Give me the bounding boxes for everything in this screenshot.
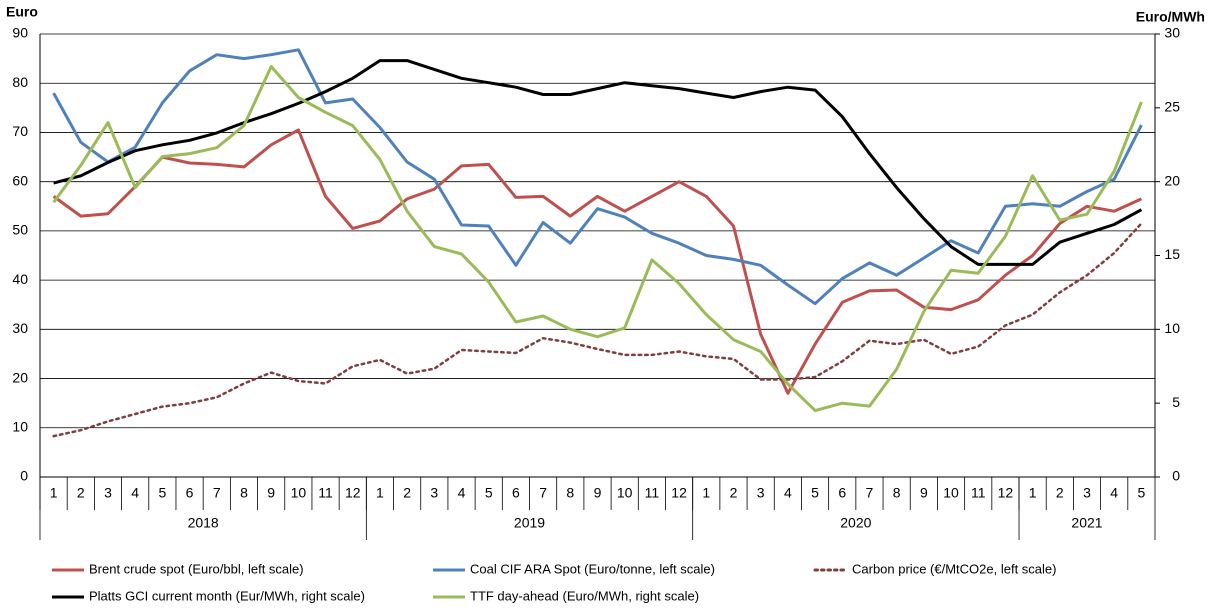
- y2-tick-label: 10: [1164, 320, 1180, 336]
- x-tick-label: 9: [594, 485, 602, 501]
- x-tick-label: 1: [702, 485, 710, 501]
- x-group-label: 2021: [1071, 515, 1102, 531]
- y2-tick-label: 15: [1164, 246, 1180, 262]
- y2-tick-label: 5: [1172, 394, 1180, 410]
- x-tick-label: 5: [485, 485, 493, 501]
- x-tick-label: 1: [1029, 485, 1037, 501]
- x-tick-label: 6: [186, 485, 194, 501]
- x-tick-label: 5: [1138, 485, 1146, 501]
- legend-label: TTF day-ahead (Euro/MWh, right scale): [470, 588, 699, 603]
- y-tick-label: 30: [12, 320, 28, 336]
- x-tick-label: 5: [811, 485, 819, 501]
- series-line: [52, 128, 1143, 395]
- legend-label: Platts GCI current month (Eur/MWh, right…: [89, 588, 365, 603]
- y-tick-label: 80: [12, 74, 28, 90]
- x-tick-label: 1: [376, 485, 384, 501]
- x-tick-label: 4: [1110, 485, 1118, 501]
- legend-label: Carbon price (€/MtCO2e, left scale): [852, 561, 1056, 576]
- x-tick-label: 11: [318, 485, 333, 501]
- x-tick-label: 5: [158, 485, 166, 501]
- y-axis-label: Euro: [6, 4, 38, 20]
- legend-label: Brent crude spot (Euro/bbl, left scale): [89, 561, 304, 576]
- y-tick-label: 70: [12, 123, 28, 139]
- x-tick-label: 8: [240, 485, 248, 501]
- x-group-label: 2019: [514, 515, 545, 531]
- x-tick-label: 4: [458, 485, 466, 501]
- x-tick-label: 7: [539, 485, 547, 501]
- x-tick-label: 10: [291, 485, 307, 501]
- series-line: [52, 48, 1143, 306]
- x-tick-label: 2: [77, 485, 85, 501]
- series-line: [52, 65, 1143, 413]
- x-tick-label: 7: [213, 485, 221, 501]
- y-tick-label: 40: [12, 271, 28, 287]
- x-tick-label: 10: [617, 485, 633, 501]
- x-group-label: 2020: [840, 515, 871, 531]
- x-tick-label: 12: [998, 485, 1014, 501]
- y2-tick-label: 25: [1164, 99, 1180, 115]
- y-tick-label: 20: [12, 369, 28, 385]
- y-tick-label: 60: [12, 172, 28, 188]
- y-tick-label: 10: [12, 418, 28, 434]
- x-tick-label: 6: [512, 485, 520, 501]
- x-tick-label: 11: [645, 485, 660, 501]
- x-tick-label: 3: [1083, 485, 1091, 501]
- x-tick-label: 9: [920, 485, 928, 501]
- y-tick-label: 90: [12, 25, 28, 41]
- x-tick-label: 9: [267, 485, 275, 501]
- series-line: [53, 59, 1143, 266]
- x-tick-label: 6: [838, 485, 846, 501]
- x-tick-label: 8: [893, 485, 901, 501]
- series-line: [52, 222, 1143, 438]
- x-tick-label: 7: [866, 485, 874, 501]
- x-tick-label: 4: [784, 485, 792, 501]
- y2-axis-label: Euro/MWh: [1136, 9, 1205, 25]
- x-tick-label: 3: [104, 485, 112, 501]
- y2-tick-label: 0: [1172, 468, 1180, 484]
- x-tick-label: 2: [1056, 485, 1064, 501]
- x-tick-label: 1: [50, 485, 58, 501]
- x-tick-label: 8: [566, 485, 574, 501]
- y2-tick-label: 20: [1164, 172, 1180, 188]
- x-tick-label: 2: [730, 485, 738, 501]
- x-tick-label: 3: [430, 485, 438, 501]
- y-tick-label: 50: [12, 222, 28, 238]
- x-tick-label: 3: [757, 485, 765, 501]
- y2-tick-label: 30: [1164, 25, 1180, 41]
- x-tick-label: 12: [345, 485, 361, 501]
- y-tick-label: 0: [20, 468, 28, 484]
- x-tick-label: 2: [403, 485, 411, 501]
- x-tick-label: 10: [943, 485, 959, 501]
- legend-label: Coal CIF ARA Spot (Euro/tonne, left scal…: [470, 561, 715, 576]
- x-tick-label: 11: [971, 485, 986, 501]
- x-tick-label: 4: [131, 485, 139, 501]
- x-group-label: 2018: [188, 515, 219, 531]
- x-tick-label: 12: [671, 485, 687, 501]
